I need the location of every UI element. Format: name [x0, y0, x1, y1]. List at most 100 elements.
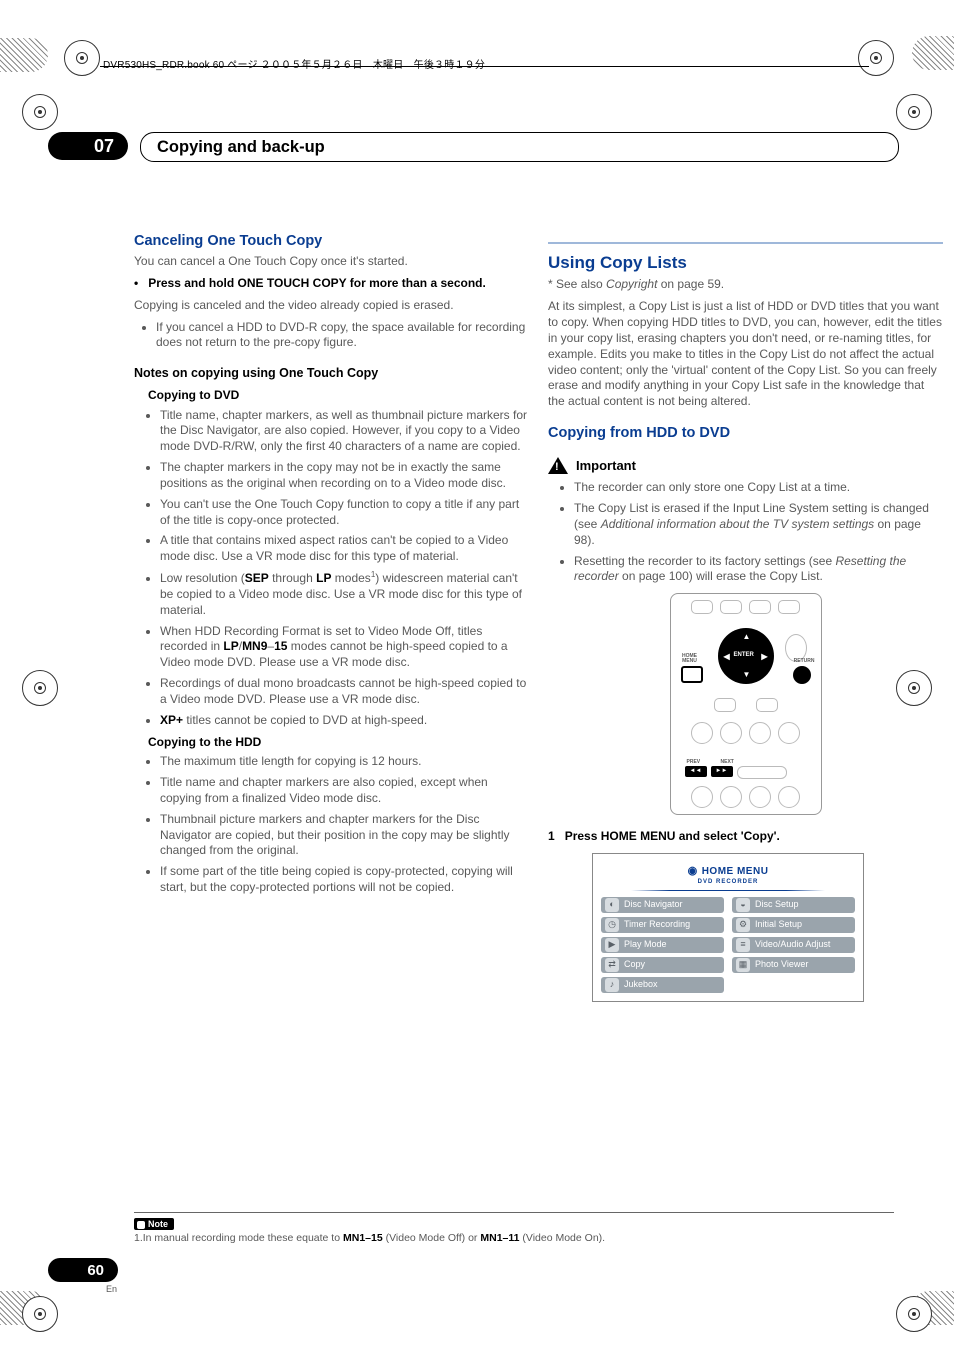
lr-lp: LP [316, 571, 331, 585]
mi-l4: Jukebox [624, 979, 658, 991]
menu-item-jukebox: ♪ Jukebox [601, 977, 724, 993]
important-row: Important [548, 457, 943, 474]
remote-btn [691, 786, 713, 808]
copy-icon: ⇄ [605, 958, 619, 972]
sa-pre: * See also [548, 277, 606, 291]
enter-label: ENTER [734, 652, 754, 660]
hdd-item-3: If some part of the title being copied i… [160, 864, 529, 896]
home-menu-button [681, 666, 703, 683]
press-hold-text: Press and hold ONE TOUCH COPY for more t… [148, 276, 486, 290]
heading-copy-hdd: Copying to the HDD [148, 735, 529, 751]
gear-icon: ⚙ [736, 918, 750, 932]
lr-pre: Low resolution ( [160, 571, 245, 585]
return-label: RETURN [794, 658, 815, 665]
copy-dvd-list: Title name, chapter markers, as well as … [134, 408, 529, 729]
fn-b2: MN1–11 [480, 1232, 519, 1244]
step-1: 1 Press HOME MENU and select 'Copy'. [548, 829, 943, 845]
home-menu-label: HOME MENU [677, 654, 703, 664]
mi-l3: Copy [624, 959, 645, 971]
dvd-item-lowres: Low resolution (SEP through LP modes1) w… [160, 570, 529, 618]
remote-btn [714, 698, 736, 712]
seek-prev-icon: ◄◄ [685, 766, 707, 777]
heading-using-copy-lists: Using Copy Lists [548, 252, 943, 274]
chapter-title-wrap: Copying and back-up [140, 132, 899, 162]
lr-m1: through [269, 571, 316, 585]
reg-mark-br3 [896, 1296, 932, 1332]
press-hold: • Press and hold ONE TOUCH COPY for more… [134, 276, 529, 292]
hdd-item-2: Thumbnail picture markers and chapter ma… [160, 812, 529, 859]
remote-btn [720, 722, 742, 744]
important-list: The recorder can only store one Copy Lis… [548, 480, 943, 585]
section-rule [548, 242, 943, 244]
arrow-right-icon: ▶ [761, 652, 767, 663]
sa-i: Copyright [606, 277, 657, 291]
dvd-item-0: Title name, chapter markers, as well as … [160, 408, 529, 455]
remote-btn [778, 600, 800, 614]
menu-subtitle: DVD RECORDER [601, 879, 855, 887]
reg-mark-tl2 [64, 40, 100, 76]
hf-b3: 15 [274, 639, 287, 653]
menu-item-timer-recording: ◷Timer Recording [601, 917, 724, 933]
menu-item-disc-setup: ◒Disc Setup [732, 897, 855, 913]
remote-btn [749, 600, 771, 614]
prev-label: PREV [687, 759, 701, 766]
remote-btn [778, 786, 800, 808]
dvd-r-note-list: If you cancel a HDD to DVD-R copy, the s… [134, 320, 529, 352]
reg-mark-tr2 [858, 40, 894, 76]
footnote-text: 1.In manual recording mode these equate … [134, 1232, 605, 1244]
important-label: Important [576, 457, 636, 474]
imp-c-pre: Resetting the recorder to its factory se… [574, 554, 835, 568]
music-icon: ♪ [605, 978, 619, 992]
copy-erased: Copying is canceled and the video alread… [134, 298, 529, 314]
arrow-up-icon: ▲ [743, 632, 751, 643]
heading-copy-dvd: Copying to DVD [148, 388, 529, 404]
remote-btn [737, 766, 787, 779]
slider-icon: ≡ [736, 938, 750, 952]
dvd-item-6: Recordings of dual mono broadcasts canno… [160, 676, 529, 708]
mi-l1: Timer Recording [624, 919, 690, 931]
menu-title-rule [631, 890, 825, 891]
menu-title-text: HOME MENU [702, 866, 769, 877]
remote-row-2 [671, 698, 821, 712]
dvd-item-xp: XP+ titles cannot be copied to DVD at hi… [160, 713, 529, 729]
return-button [793, 666, 811, 684]
menu-item-initial-setup: ⚙ Initial Setup [732, 917, 855, 933]
mi-r1: Initial Setup [755, 919, 802, 931]
xp-b: XP+ [160, 713, 183, 727]
mi-l2: Play Mode [624, 939, 667, 951]
menu-title: ◉ HOME MENU DVD RECORDER [601, 864, 855, 886]
fn-b1: MN1–15 [343, 1232, 383, 1244]
right-column: Using Copy Lists * See also Copyright on… [548, 242, 943, 1002]
heading-copying-from: Copying from HDD to DVD [548, 424, 943, 443]
left-column: Canceling One Touch Copy You can cancel … [134, 232, 529, 902]
mi-r3: Photo Viewer [755, 959, 808, 971]
menu-item-photo-viewer: ▦Photo Viewer [732, 957, 855, 973]
remote-btn [749, 722, 771, 744]
seek-next-icon: ►► [711, 766, 733, 777]
fn-pre: 1.In manual recording mode these equate … [134, 1232, 343, 1244]
xp-post: titles cannot be copied to DVD at high-s… [183, 713, 427, 727]
heading-cancel: Canceling One Touch Copy [134, 232, 529, 251]
book-header-rule [100, 66, 869, 67]
remote-btn [691, 600, 713, 614]
remote-btn [749, 786, 771, 808]
disc-icon: ◐ [605, 898, 619, 912]
home-menu-screenshot: ◉HOME MENU DVD RECORDER ◐Disc Navigator … [592, 853, 864, 1001]
reg-mark-tr [896, 94, 932, 130]
dvd-r-note: If you cancel a HDD to DVD-R copy, the s… [156, 320, 529, 352]
menu-item-copy: ⇄ Copy [601, 957, 724, 973]
remote-enter: ENTER ▲ ◀ ▶ ▼ [718, 628, 774, 684]
heading-notes: Notes on copying using One Touch Copy [134, 365, 529, 382]
globe-icon: ◉ [688, 865, 698, 877]
menu-item-video-audio: ≡Video/Audio Adjust [732, 937, 855, 953]
hatch-tr [912, 36, 954, 70]
remote-btn [691, 722, 713, 744]
sa-post: on page 59. [657, 277, 724, 291]
step-1-num: 1 [548, 829, 555, 843]
dvd-item-3: A title that contains mixed aspect ratio… [160, 533, 529, 565]
note-badge: Note [134, 1218, 174, 1230]
menu-item-disc-navigator: ◐Disc Navigator [601, 897, 724, 913]
disc-setup-icon: ◒ [736, 898, 750, 912]
remote-btn [778, 722, 800, 744]
copy-hdd-list: The maximum title length for copying is … [134, 754, 529, 896]
